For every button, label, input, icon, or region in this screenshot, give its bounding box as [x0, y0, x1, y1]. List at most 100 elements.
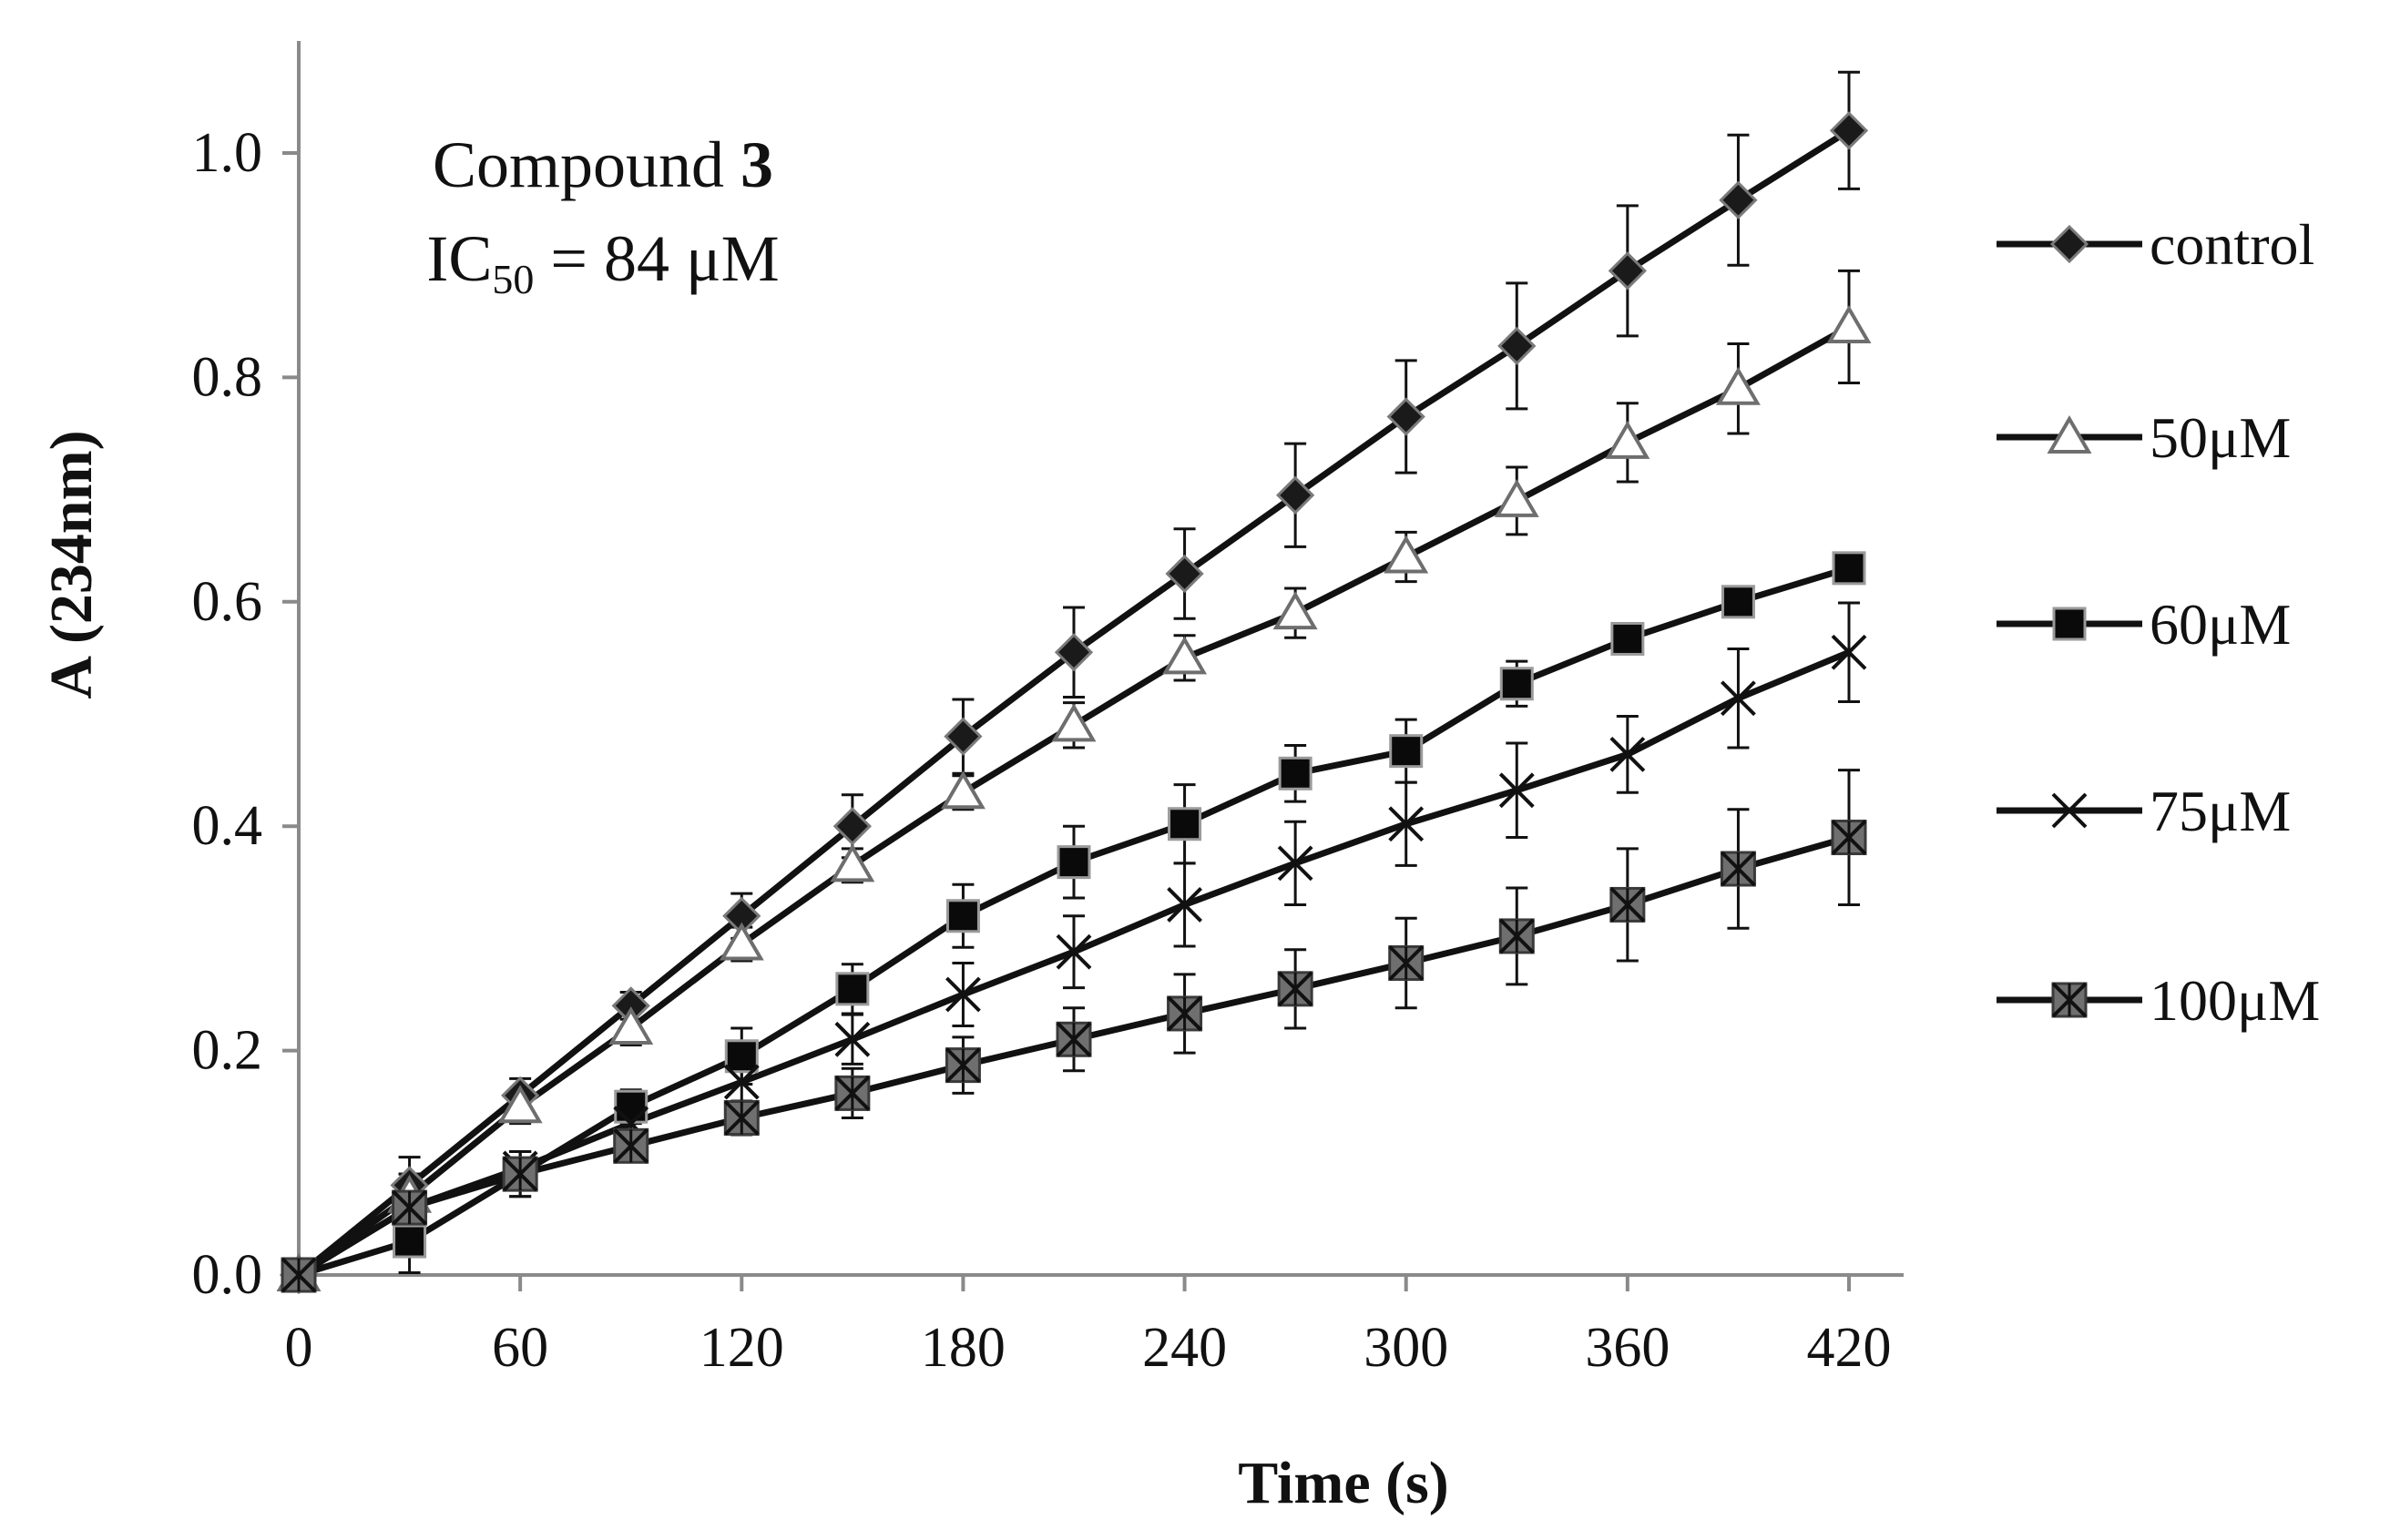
legend-marker-control: [2049, 224, 2089, 264]
legend: control 50μM 60μM 75μM 100μM: [1997, 212, 2320, 1033]
legend-label-50m: 50μM: [2150, 405, 2291, 470]
data-point-control: [1497, 326, 1537, 366]
legend-label-60m: 60μM: [2150, 592, 2291, 657]
x-tick-label: 420: [1807, 1317, 1892, 1379]
data-point-100m: [502, 1156, 538, 1192]
annotation-compound-label: Compound: [433, 128, 740, 201]
data-point-50m: [608, 1005, 654, 1045]
data-point-60m: [1168, 807, 1202, 841]
y-tick-label: 0.0: [192, 1244, 263, 1306]
data-point-60m: [1610, 621, 1645, 656]
data-point-100m: [1277, 971, 1313, 1007]
data-point-control: [944, 717, 983, 756]
data-point-100m: [1167, 995, 1203, 1032]
x-tick-label: 300: [1364, 1317, 1448, 1379]
data-point-100m: [1831, 820, 1867, 856]
data-point-control: [832, 807, 872, 846]
data-point-50m: [1826, 304, 1872, 343]
x-tick-label: 60: [492, 1317, 548, 1379]
data-point-60m: [835, 972, 870, 1006]
legend-label-100m: 100μM: [2150, 968, 2320, 1033]
legend-label-75m: 75μM: [2150, 779, 2291, 843]
data-point-100m: [1498, 918, 1535, 954]
x-tick-label: 240: [1142, 1317, 1227, 1379]
data-point-60m: [945, 899, 980, 933]
series-line-50m: [296, 323, 1851, 1278]
legend-item-control: control: [1997, 212, 2314, 277]
data-point-60m: [1057, 845, 1091, 880]
data-point-control: [1054, 633, 1094, 672]
legend-marker-75m: [2051, 792, 2088, 829]
annotation-line-2: IC50 = 84 μM: [426, 222, 779, 302]
legend-marker-50m: [2047, 415, 2092, 454]
data-point-75m: [1277, 845, 1313, 882]
y-tick-label: 1.0: [192, 122, 263, 184]
data-point-100m: [613, 1127, 649, 1164]
data-point-50m: [1605, 420, 1650, 459]
data-point-50m: [1494, 478, 1539, 517]
data-point-75m: [1056, 933, 1092, 970]
data-point-60m: [1832, 551, 1866, 586]
data-point-100m: [1609, 886, 1646, 923]
data-point-control: [1608, 251, 1647, 291]
data-point-60m: [1499, 667, 1534, 701]
y-tick-label: 0.6: [192, 571, 263, 633]
data-point-100m: [945, 1047, 981, 1084]
data-point-control: [1165, 554, 1204, 594]
data-point-60m: [1721, 585, 1755, 619]
data-point-50m: [1384, 535, 1429, 574]
data-point-60m: [1389, 734, 1424, 769]
data-point-75m: [1609, 736, 1646, 772]
data-point-75m: [1167, 887, 1202, 923]
annotation-ic-subscript: 50: [492, 256, 534, 302]
legend-label-control: control: [2150, 212, 2314, 277]
annotation-ic-value: = 84 μM: [534, 222, 779, 295]
data-point-75m: [945, 976, 981, 1013]
legend-item-75m: 75μM: [1997, 779, 2291, 843]
data-point-50m: [1162, 636, 1208, 675]
data-point-100m: [834, 1075, 871, 1111]
x-tick-label: 120: [700, 1317, 784, 1379]
data-point-control: [1719, 180, 1758, 219]
data-point-50m: [1272, 591, 1318, 630]
legend-marker-60m: [2052, 607, 2087, 641]
data-point-75m: [834, 1021, 871, 1057]
legend-item-60m: 60μM: [1997, 592, 2291, 657]
data-point-75m: [1498, 772, 1535, 809]
y-tick-label: 0.8: [192, 346, 263, 408]
data-point-60m: [393, 1224, 427, 1259]
data-point-60m: [614, 1089, 649, 1124]
data-point-60m: [1278, 756, 1312, 790]
data-point-50m: [1715, 366, 1761, 405]
data-point-100m: [723, 1100, 760, 1137]
data-point-50m: [940, 770, 986, 810]
annotation: Compound 3 IC50 = 84 μM: [426, 128, 779, 302]
data-point-75m: [1721, 680, 1756, 717]
y-tick-label: 0.4: [192, 795, 263, 857]
data-point-50m: [497, 1085, 543, 1124]
annotation-compound-number: 3: [740, 128, 773, 201]
annotation-ic-prefix: IC: [426, 222, 492, 295]
data-point-100m: [1056, 1021, 1092, 1057]
data-point-75m: [723, 1064, 760, 1100]
data-point-50m: [719, 922, 764, 961]
x-tick-label: 360: [1585, 1317, 1670, 1379]
data-point-100m: [1720, 851, 1756, 887]
legend-item-100m: 100μM: [1997, 968, 2320, 1033]
x-tick-label: 0: [285, 1317, 313, 1379]
data-point-60m: [724, 1039, 759, 1074]
x-tick-label: 180: [921, 1317, 1006, 1379]
data-point-100m: [281, 1257, 317, 1293]
data-point-75m: [1831, 634, 1867, 670]
data-point-100m: [392, 1189, 428, 1226]
series-markers: [276, 111, 1872, 1295]
data-point-control: [1276, 475, 1315, 515]
y-tick-label: 0.2: [192, 1020, 263, 1082]
tick-labels: 0.0 0.2 0.4 0.6 0.8 1.0 0 60 120 180 240 300 360 420: [192, 122, 1892, 1379]
data-point-75m: [1388, 806, 1425, 842]
data-point-control: [1829, 111, 1869, 150]
legend-marker-100m: [2051, 982, 2088, 1018]
y-axis-title: A (234nm): [38, 430, 105, 699]
x-axis-title: Time (s): [1238, 1450, 1449, 1516]
